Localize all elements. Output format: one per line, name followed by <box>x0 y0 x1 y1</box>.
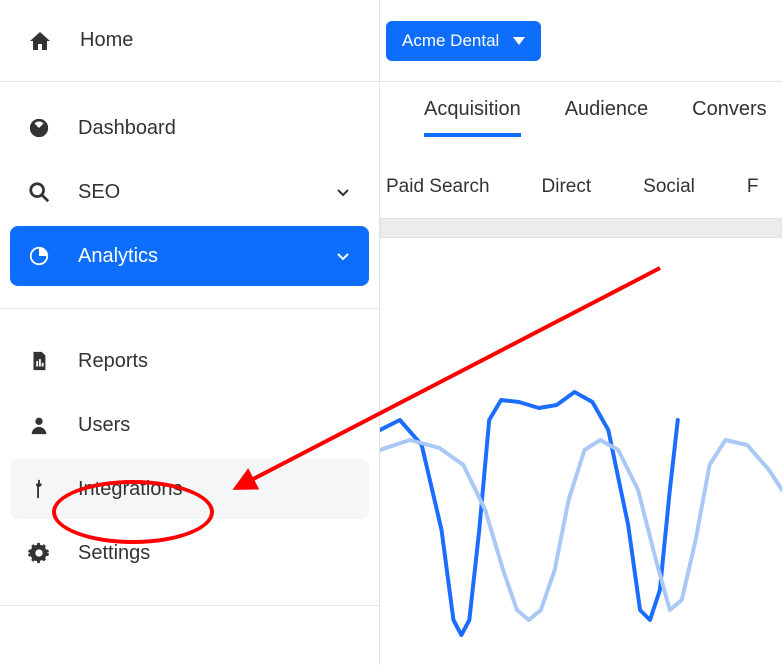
table-header-strip <box>380 218 782 238</box>
caret-down-icon <box>513 37 525 45</box>
sidebar-item-label: Users <box>78 414 351 437</box>
dashboard-icon <box>28 117 50 139</box>
sidebar-item-label: Integrations <box>78 478 351 501</box>
subtab-direct[interactable]: Direct <box>542 176 592 198</box>
nav-list-2: Reports Users Integrations Settings <box>0 315 379 599</box>
account-dropdown[interactable]: Acme Dental <box>386 21 541 61</box>
home-icon <box>28 29 52 53</box>
sidebar: Home Dashboard SEO <box>0 0 380 665</box>
sidebar-item-reports[interactable]: Reports <box>10 331 369 391</box>
sidebar-item-dashboard[interactable]: Dashboard <box>10 98 369 158</box>
subtabs: Paid Search Direct Social F <box>380 158 782 216</box>
main-content: Acme Dental s Acquisition Audience Conve… <box>380 0 782 665</box>
tab-conversions[interactable]: Convers <box>692 98 766 135</box>
tab-audience[interactable]: Audience <box>565 98 648 135</box>
sidebar-item-label: Reports <box>78 350 351 373</box>
sidebar-item-label: SEO <box>78 181 307 204</box>
pie-chart-icon <box>28 245 50 267</box>
gear-icon <box>28 542 50 564</box>
divider <box>0 308 379 309</box>
sidebar-item-users[interactable]: Users <box>10 395 369 455</box>
chevron-down-icon <box>335 184 351 200</box>
plug-icon <box>28 478 50 500</box>
chevron-down-icon <box>335 248 351 264</box>
sidebar-item-label: Dashboard <box>78 117 351 140</box>
sidebar-item-settings[interactable]: Settings <box>10 523 369 583</box>
nav-list: Dashboard SEO Analytics <box>0 82 379 302</box>
sidebar-item-home[interactable]: Home <box>0 0 379 82</box>
account-dropdown-label: Acme Dental <box>402 31 499 51</box>
topbar: Acme Dental <box>380 0 782 82</box>
line-chart <box>380 290 782 665</box>
sidebar-item-analytics[interactable]: Analytics <box>10 226 369 286</box>
subtab-social[interactable]: Social <box>643 176 695 198</box>
user-icon <box>28 414 50 436</box>
sidebar-item-label: Settings <box>78 542 351 565</box>
tab-acquisition[interactable]: Acquisition <box>424 98 521 135</box>
search-icon <box>28 181 50 203</box>
subtab-paid-search[interactable]: Paid Search <box>386 176 490 198</box>
tabs: s Acquisition Audience Convers <box>380 82 782 158</box>
report-icon <box>28 350 50 372</box>
sidebar-item-seo[interactable]: SEO <box>10 162 369 222</box>
divider <box>0 605 379 606</box>
sidebar-item-integrations[interactable]: Integrations <box>10 459 369 519</box>
sidebar-item-label: Analytics <box>78 245 307 268</box>
home-label: Home <box>80 29 133 52</box>
subtab-clipped[interactable]: F <box>747 176 759 198</box>
